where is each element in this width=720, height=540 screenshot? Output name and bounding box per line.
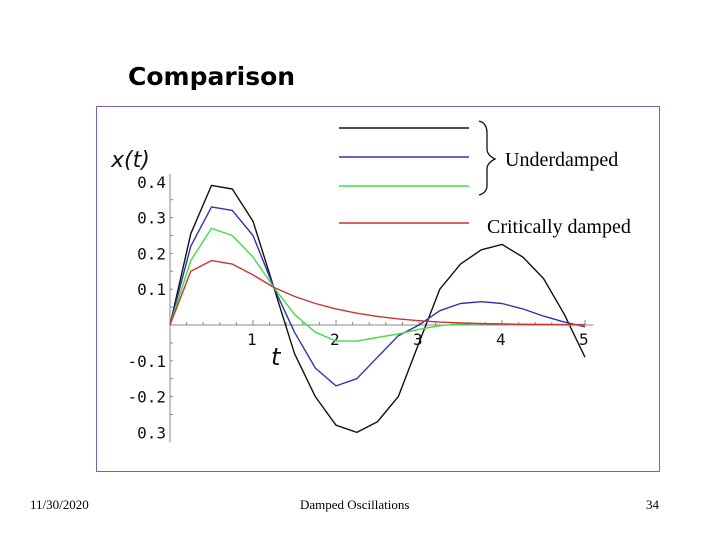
x-tick-label: 3: [413, 330, 423, 349]
y-tick-label: 0.3: [137, 423, 166, 442]
footer-title: Damped Oscillations: [300, 497, 410, 512]
page-number: 34: [646, 497, 659, 512]
y-tick-label: 0.2: [137, 244, 166, 263]
y-tick-label: 0.3: [137, 209, 166, 228]
chart-axes: [169, 173, 594, 443]
y-axis-label: x(t): [110, 148, 150, 173]
damping-chart: 1 2 3 4 5 0.4 0.3 0.2 0.1 -0.1 -0.2 0.3 x(t) t Unde…: [110, 120, 631, 443]
y-tick-label: -0.2: [127, 388, 166, 407]
legend-brace: [478, 120, 497, 196]
y-tick-label: 0.1: [137, 280, 166, 299]
y-tick-label: -0.1: [127, 352, 166, 371]
tick-labels: 1 2 3 4 5 0.4 0.3 0.2 0.1 -0.1 -0.2 0.3: [127, 173, 588, 443]
x-tick-label: 4: [496, 330, 506, 349]
x-tick-label: 5: [579, 330, 589, 349]
slide-title: Comparison: [128, 62, 296, 91]
y-tick-label: 0.4: [137, 173, 166, 192]
plot-frame: 1 2 3 4 5 0.4 0.3 0.2 0.1 -0.1 -0.2 0.3 x(t) t Unde…: [96, 106, 660, 472]
series-line-1: [169, 184, 586, 434]
series-line-2: [169, 206, 586, 387]
series-layer: [169, 184, 586, 434]
legend-label-underdamped: Underdamped: [505, 149, 618, 171]
x-tick-label: 2: [330, 330, 340, 349]
legend: Underdamped Critically damped: [339, 120, 631, 238]
series-line-4: [169, 259, 586, 326]
x-axis-label: t: [271, 343, 282, 371]
legend-label-critically-damped: Critically damped: [487, 216, 631, 238]
footer-date: 11/30/2020: [30, 497, 89, 512]
x-tick-label: 1: [247, 330, 257, 349]
